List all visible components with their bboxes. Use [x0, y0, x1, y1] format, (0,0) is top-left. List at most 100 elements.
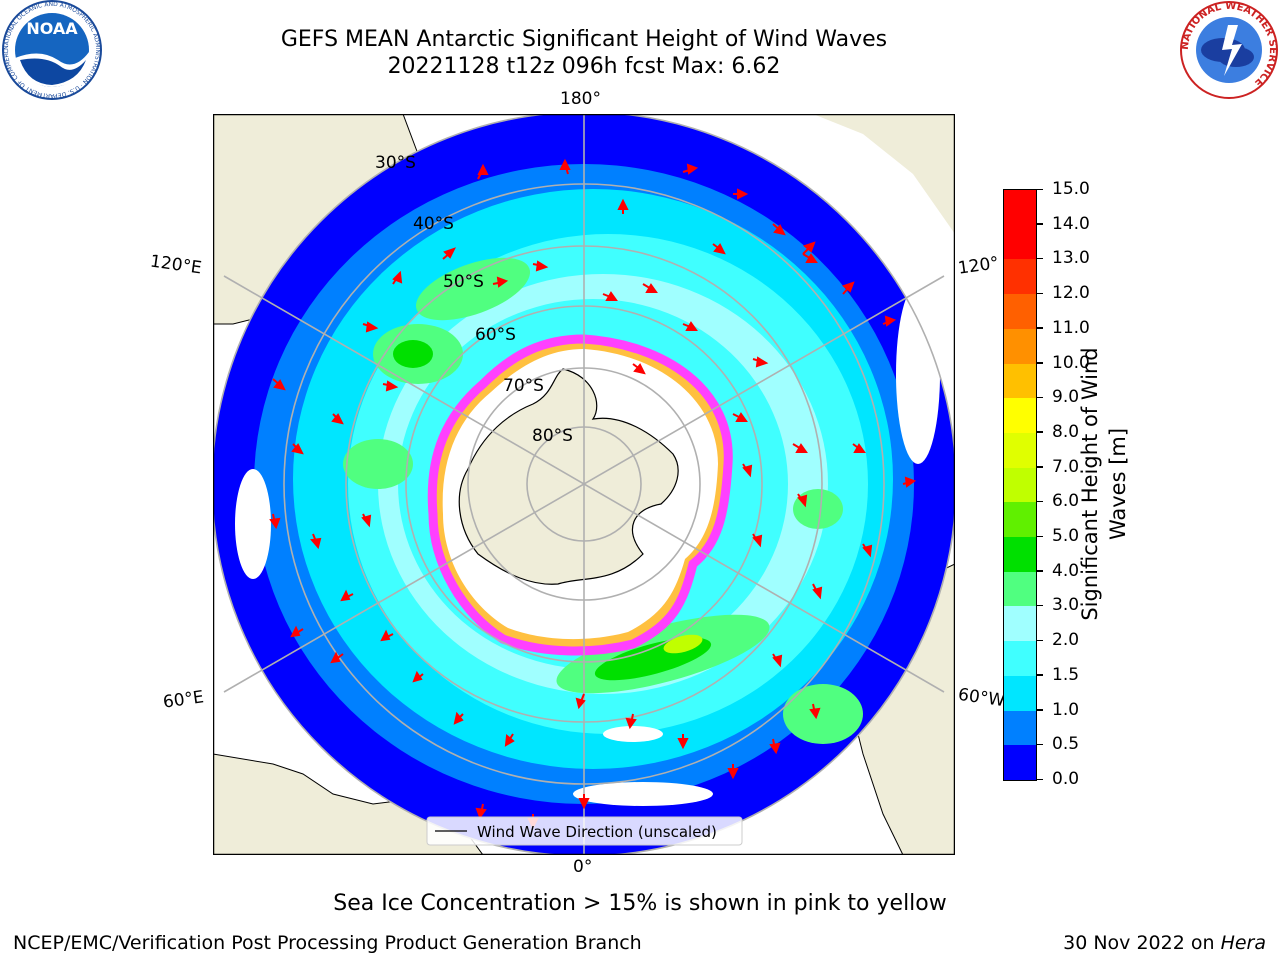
- wave-arrow: [532, 260, 549, 272]
- wave-arrow: [642, 283, 658, 293]
- colorbar-tick-label: 0.5: [1052, 734, 1080, 755]
- wave-arrow: [310, 533, 322, 550]
- wave-arrow: [841, 281, 855, 295]
- colorbar-tick-mark: [1037, 327, 1043, 329]
- ne-corner-land: [813, 114, 955, 234]
- colorbar-segment: [1004, 467, 1036, 503]
- wave-arrow: [380, 629, 394, 642]
- colorbar-tick-label: 1.0: [1052, 699, 1080, 720]
- antarctica-landmass: [458, 368, 679, 585]
- lat-label-40s: 40°S: [413, 214, 454, 234]
- wave-arrow: [269, 513, 281, 530]
- colorbar-tick-mark: [1037, 466, 1043, 468]
- noaa-logo-icon: NOAA NATIONAL OCEANIC AND ATMOSPHERIC AD…: [0, 0, 102, 100]
- colorbar-tick-label: 2.0: [1052, 630, 1080, 651]
- wave-arrow: [682, 163, 699, 175]
- colorbar-label-line1: Significant Height of Wind: [1078, 347, 1102, 621]
- colorbar-tick-label: 5.0: [1052, 526, 1080, 547]
- colorbar-segment: [1004, 502, 1036, 538]
- map-frame: [213, 114, 955, 855]
- lat-label-60s: 60°S: [475, 325, 516, 345]
- wave-arrow: [733, 188, 749, 200]
- wave-arrow: [331, 413, 344, 425]
- colorbar-tick-label: 14.0: [1052, 213, 1090, 234]
- colorbar-tick-label: 3.0: [1052, 595, 1080, 616]
- wave-arrow: [559, 158, 571, 175]
- lon-label-120w: 120°: [956, 253, 1001, 279]
- colorbar-segment: [1004, 432, 1036, 468]
- colorbar-tick-mark: [1037, 431, 1043, 433]
- wave-arrow: [772, 223, 786, 236]
- colorbar-segment: [1004, 363, 1036, 399]
- wave-arrow: [382, 380, 399, 392]
- wave-arrow: [769, 738, 781, 755]
- colorbar-segment: [1004, 537, 1036, 572]
- wave-arrow: [682, 321, 698, 331]
- footer-branch: NCEP/EMC/Verification Post Processing Pr…: [13, 932, 642, 954]
- wave-arrow: [852, 443, 866, 453]
- colorbar-tick-mark: [1037, 674, 1043, 676]
- wave-arrow: [727, 764, 739, 780]
- graticule: [213, 114, 955, 855]
- colorbar-segment: [1004, 571, 1036, 607]
- colorbar-tick-mark: [1037, 188, 1043, 190]
- wave-arrow: [802, 253, 818, 263]
- sea-ice-note: Sea Ice Concentration > 15% is shown in …: [333, 891, 947, 916]
- colorbar-tick-label: 10.0: [1052, 352, 1090, 373]
- wave-arrow: [752, 356, 769, 368]
- lat-label-80s: 80°S: [532, 426, 573, 446]
- wave-arrow: [392, 270, 403, 285]
- colorbar-label-line2: Waves [m]: [1106, 427, 1130, 541]
- colorbar-segment: [1004, 328, 1036, 364]
- wave-arrow: [802, 241, 816, 255]
- wave-arrow: [809, 703, 821, 720]
- wave-arrow: [504, 733, 515, 747]
- wave-arrow: [902, 476, 917, 488]
- wave-arrow: [575, 693, 586, 710]
- wave-arrow: [602, 291, 618, 301]
- colorbar-tick-mark: [1037, 292, 1043, 295]
- map-legend: [426, 816, 743, 846]
- wave-arrow: [453, 711, 464, 725]
- colorbar-segment: [1004, 675, 1036, 711]
- colorbar-tick-mark: [1037, 639, 1043, 642]
- colorbar-tick-label: 6.0: [1052, 491, 1080, 512]
- wave-arrow: [361, 513, 372, 528]
- colorbar-segment: [1004, 745, 1036, 780]
- wave-arrow: [617, 198, 629, 214]
- lon-label-0: 0°: [573, 857, 593, 877]
- colorbar-tick-mark: [1037, 778, 1043, 780]
- colorbar-tick-mark: [1037, 257, 1043, 260]
- lon-label-120e: 120°E: [148, 251, 203, 279]
- colorbar-tick-label: 7.0: [1052, 456, 1080, 477]
- colorbar-segment: [1004, 224, 1036, 260]
- colorbar-segment: [1004, 606, 1036, 642]
- colorbar-tick-label: 12.0: [1052, 283, 1090, 304]
- colorbar-tick-label: 15.0: [1052, 179, 1090, 199]
- lat-label-30s: 30°S: [375, 153, 416, 173]
- footer-date-text: 30 Nov 2022 on: [1063, 932, 1221, 954]
- wave-arrow: [442, 247, 456, 260]
- wave-arrow: [330, 651, 344, 664]
- colorbar-tick-label: 9.0: [1052, 387, 1080, 408]
- wave-arrow: [812, 583, 823, 600]
- colorbar-segment: [1004, 398, 1036, 433]
- map-title-line2: 20221128 t12z 096h fcst Max: 6.62: [387, 54, 781, 79]
- wave-arrow: [492, 276, 509, 288]
- map-title-line1: GEFS MEAN Antarctic Significant Height o…: [280, 27, 888, 52]
- wave-arrow: [291, 443, 304, 455]
- colorbar-ticks: 0.0 0.5 1.0 1.5 2.0 3.0 4.0 5.0 6.0 7.0 8.0 9.0 10.0…: [1037, 179, 1107, 789]
- wind-wave-arrows: [269, 158, 917, 830]
- colorbar-tick-label: 0.0: [1052, 769, 1080, 789]
- legend-label: Wind Wave Direction (unscaled): [477, 823, 717, 841]
- wave-arrow: [677, 734, 689, 750]
- lat-label-50s: 50°S: [443, 272, 484, 292]
- wave-arrow: [290, 625, 304, 638]
- colorbar-segment: [1004, 641, 1036, 676]
- wave-arrow: [340, 589, 354, 602]
- wave-arrow: [412, 670, 424, 683]
- colorbar-tick-mark: [1037, 223, 1043, 225]
- colorbar-tick-mark: [1037, 709, 1043, 711]
- wave-arrow: [362, 321, 379, 333]
- colorbar: [1003, 189, 1037, 781]
